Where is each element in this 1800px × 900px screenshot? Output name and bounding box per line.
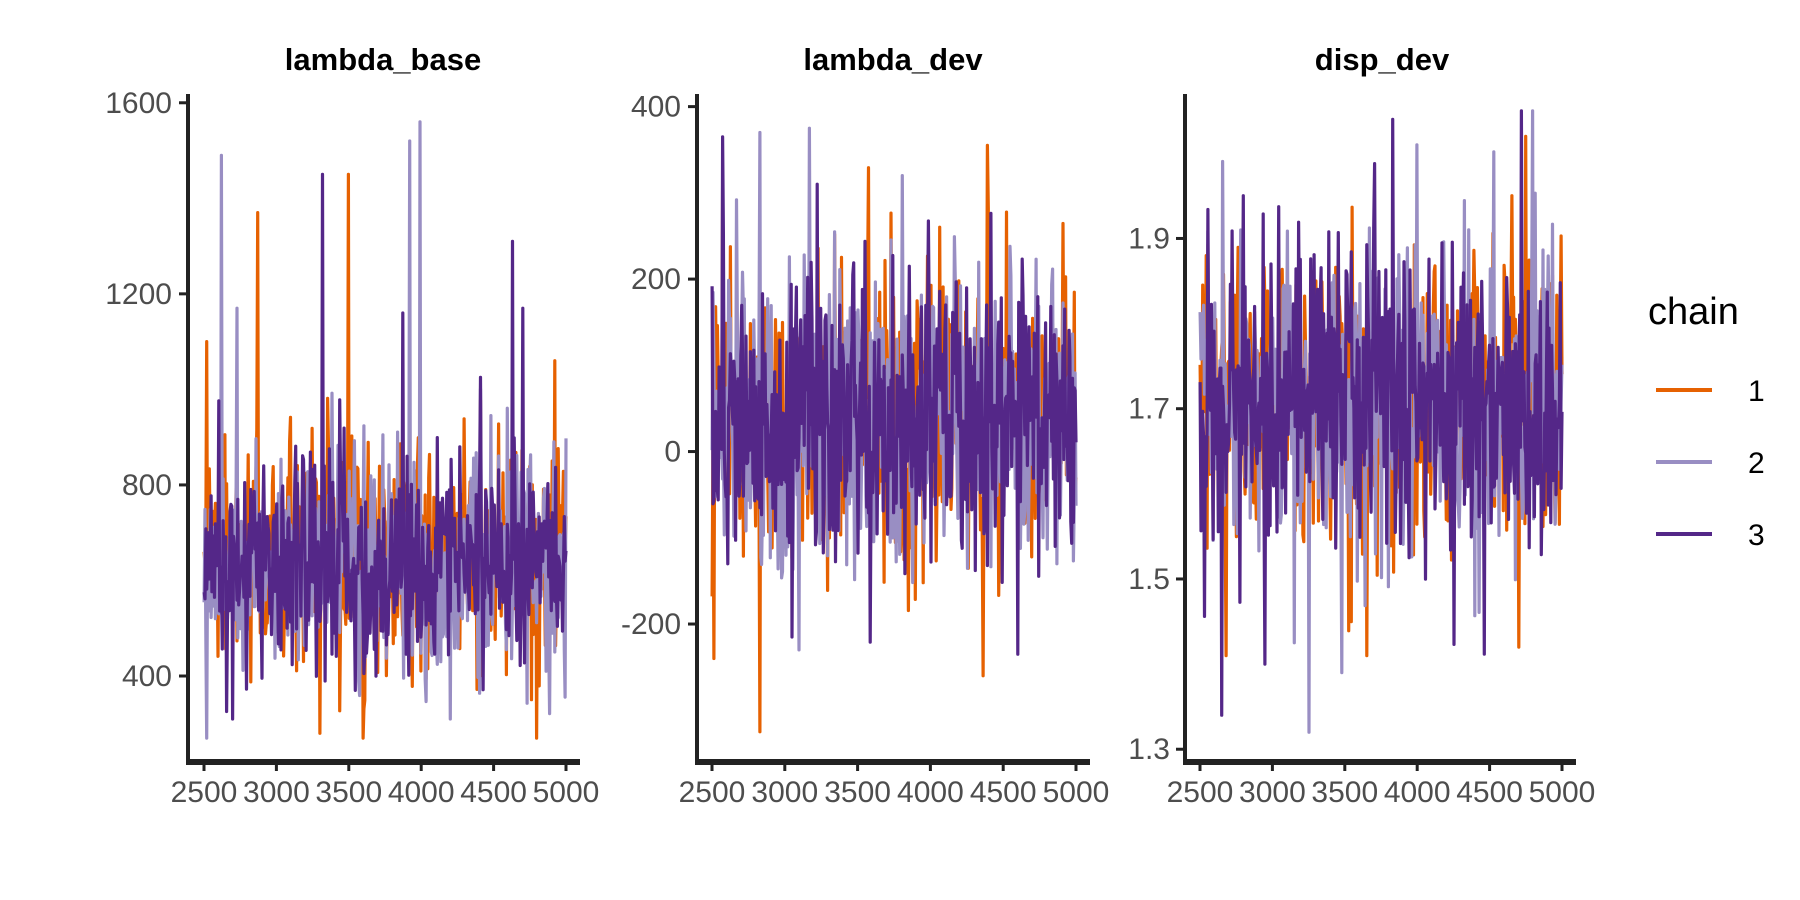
y-tick-label: 1.9 (1128, 222, 1170, 255)
legend-label-chain-3: 3 (1748, 519, 1765, 552)
x-tick-label: 3500 (824, 776, 891, 809)
panel-lambda-base: lambda_base 400 800 1200 1600 2500 3000 3500 40… (105, 42, 599, 809)
x-tick-label: 3500 (315, 776, 382, 809)
x-tick-label: 2500 (679, 776, 746, 809)
y-tick-label: 1.3 (1128, 733, 1170, 766)
x-tick-label: 4500 (1456, 776, 1523, 809)
x-tick-label: 3000 (243, 776, 310, 809)
trace-lines (202, 120, 568, 740)
y-tick-label: 400 (631, 91, 681, 124)
panel-lambda-dev: lambda_dev -200 0 200 400 2500 3000 3500 4000 45… (621, 42, 1109, 809)
trace-line-chain-3 (1198, 109, 1564, 717)
y-tick-label: 800 (122, 469, 172, 502)
axes: 400 800 1200 1600 2500 3000 3500 4000 4500 5000 (105, 87, 599, 809)
x-tick-label: 3000 (1239, 776, 1306, 809)
x-tick-label: 4000 (1384, 776, 1451, 809)
x-tick-label: 4000 (897, 776, 964, 809)
legend-label-chain-2: 2 (1748, 447, 1765, 480)
x-tick-label: 5000 (1043, 776, 1110, 809)
panel-title: disp_dev (1315, 42, 1450, 77)
x-tick-label: 4500 (460, 776, 527, 809)
x-tick-label: 2500 (171, 776, 238, 809)
x-tick-label: 2500 (1167, 776, 1234, 809)
y-tick-label: 0 (664, 436, 681, 469)
panel-title: lambda_dev (803, 42, 983, 77)
axes: -200 0 200 400 2500 3000 3500 4000 4500 5000 (621, 91, 1109, 809)
legend-title: chain (1648, 291, 1739, 333)
trace-lines (1198, 109, 1564, 734)
x-tick-label: 5000 (533, 776, 600, 809)
panel-disp-dev: disp_dev 1.3 1.5 1.7 1.9 2500 3000 3500 4000 450… (1128, 42, 1595, 809)
y-tick-label: 1.7 (1128, 393, 1170, 426)
axes: 1.3 1.5 1.7 1.9 2500 3000 3500 4000 4500 5000 (1128, 94, 1595, 809)
x-tick-label: 4500 (970, 776, 1037, 809)
legend: chain 1 2 3 (1648, 291, 1765, 552)
x-tick-label: 5000 (1529, 776, 1596, 809)
y-tick-label: 1200 (105, 278, 172, 311)
y-tick-label: 200 (631, 263, 681, 296)
y-tick-label: 400 (122, 660, 172, 693)
y-tick-label: 1600 (105, 87, 172, 120)
legend-keys: 1 2 3 (1656, 375, 1765, 552)
trace-lines (710, 126, 1078, 734)
y-tick-label: 1.5 (1128, 563, 1170, 596)
trace-line-chain-3 (202, 172, 568, 721)
trace-line-chain-3 (710, 135, 1078, 656)
x-tick-label: 3500 (1311, 776, 1378, 809)
legend-label-chain-1: 1 (1748, 375, 1765, 408)
panel-title: lambda_base (285, 42, 481, 77)
x-tick-label: 4000 (388, 776, 455, 809)
y-tick-label: -200 (621, 608, 681, 641)
x-tick-label: 3000 (751, 776, 818, 809)
